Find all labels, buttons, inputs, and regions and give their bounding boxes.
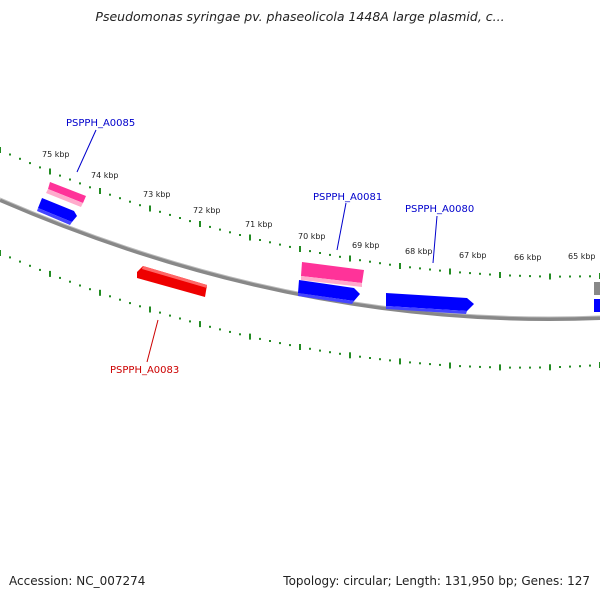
gene-pspph-a0083[interactable] (137, 266, 207, 297)
accession-text: Accession: NC_007274 (9, 574, 146, 588)
plasmid-backbone (0, 198, 600, 322)
tick-label: 73 kbp (143, 190, 171, 199)
gene-forward-small[interactable] (38, 198, 77, 222)
tick-label: 65 kbp (568, 252, 596, 261)
tick-label: 70 kbp (298, 232, 326, 241)
tick-label: 75 kbp (42, 150, 70, 159)
gene-pspph-a0085[interactable] (48, 182, 86, 203)
tick-label: 67 kbp (459, 251, 487, 260)
gene-label-pspph-a0085[interactable]: PSPPH_A0085 (66, 118, 135, 129)
tick-labels: 75 kbp 74 kbp 73 kbp 72 kbp 71 kbp 70 kb… (42, 150, 596, 262)
gene-edge-fragment[interactable] (594, 299, 600, 312)
tick-label: 74 kbp (91, 171, 119, 180)
leader-line (336, 202, 347, 251)
gene-forward-small-shade (37, 208, 72, 225)
gene-forward-mid[interactable] (298, 280, 360, 301)
leader-line (76, 129, 97, 173)
plasmid-backbone-highlight (0, 197, 600, 318)
gene-pspph-a0081-shade (301, 276, 362, 287)
gene-labels: PSPPH_A0085 PSPPH_A0081 PSPPH_A0080 PSPP… (66, 118, 474, 376)
leader-line (432, 215, 438, 264)
label-leaders (76, 129, 438, 363)
tick-label: 72 kbp (193, 206, 221, 215)
gene-pspph-a0083-shade (142, 266, 207, 288)
topology-summary: Topology: circular; Length: 131,950 bp; … (283, 574, 590, 588)
outer-tick-ruler (0, 147, 600, 280)
gene-label-pspph-a0081[interactable]: PSPPH_A0081 (313, 192, 382, 203)
inner-tick-ruler (0, 250, 600, 371)
gene-label-pspph-a0080[interactable]: PSPPH_A0080 (405, 204, 474, 215)
leader-line (146, 319, 159, 363)
tick-label: 69 kbp (352, 241, 380, 250)
tick-label: 71 kbp (245, 220, 273, 229)
tick-label: 66 kbp (514, 253, 542, 262)
gene-pspph-a0080[interactable] (386, 293, 474, 311)
map-title: Pseudomonas syringae pv. phaseolicola 14… (95, 9, 505, 24)
gene-forward-mid-shade (298, 293, 354, 304)
gene-pspph-a0080-shade (386, 306, 467, 314)
gene-label-pspph-a0083[interactable]: PSPPH_A0083 (110, 365, 179, 376)
gene-edge-fragment-grey (594, 282, 600, 295)
gene-pspph-a0085-shade (46, 189, 83, 207)
gene-features (37, 182, 600, 314)
tick-label: 68 kbp (405, 247, 433, 256)
gene-pspph-a0081[interactable] (301, 262, 364, 283)
